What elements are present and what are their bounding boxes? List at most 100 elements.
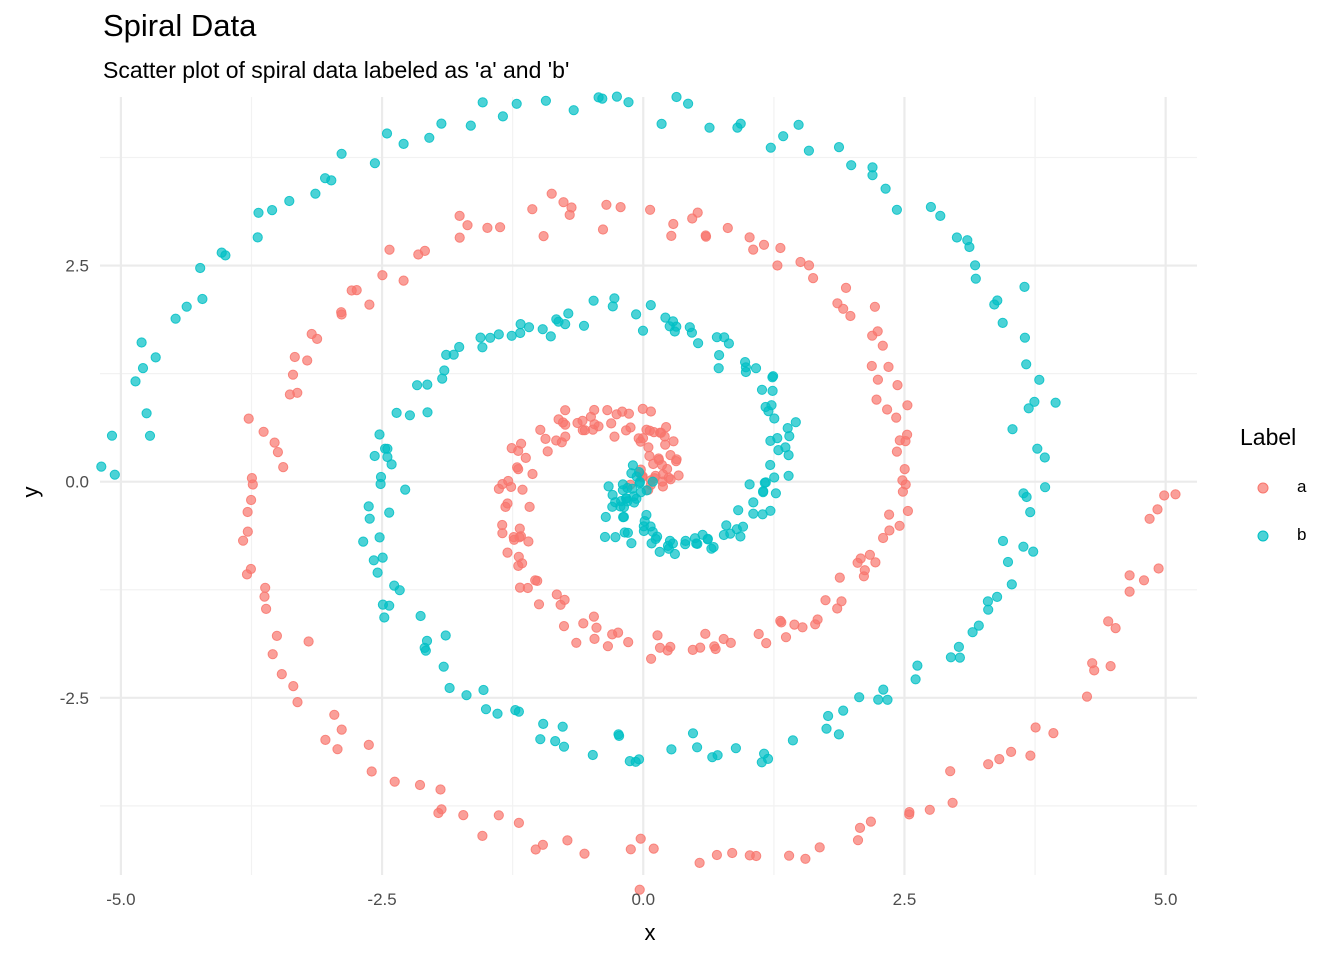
data-point-b [693, 338, 704, 349]
data-point-b [631, 309, 642, 320]
data-point-a [546, 188, 557, 199]
data-point-b [623, 97, 634, 108]
data-point-a [665, 450, 676, 461]
data-point-b [600, 511, 611, 523]
data-point-b [645, 300, 656, 311]
data-point-a [810, 619, 821, 630]
data-point-b [136, 337, 147, 348]
data-point-b [912, 660, 923, 671]
y-axis-title: y [18, 487, 43, 498]
data-point-a [597, 224, 609, 235]
data-point-b [833, 729, 845, 740]
data-point-a [267, 649, 278, 660]
data-point-b [477, 97, 488, 108]
data-point-b [106, 430, 118, 441]
data-point-b [358, 536, 369, 547]
data-point-a [994, 754, 1005, 765]
data-point-b [790, 417, 801, 428]
data-point-b [770, 488, 782, 499]
data-point-a [572, 417, 583, 429]
data-point-b [1032, 443, 1043, 454]
data-point-b [375, 478, 386, 490]
data-point-b [515, 327, 526, 339]
data-point-a [836, 596, 847, 607]
data-point-a [433, 807, 444, 819]
data-point-a [346, 285, 357, 296]
data-point-a [897, 475, 908, 486]
data-point-a [514, 582, 526, 593]
data-point-b [730, 743, 742, 754]
data-point-a [462, 220, 473, 231]
grid-minor [100, 97, 1197, 875]
data-point-b [382, 451, 393, 463]
data-point-a [646, 653, 657, 664]
legend-key-b [1257, 530, 1269, 542]
data-point-a [288, 681, 299, 692]
data-point-b [680, 535, 691, 547]
data-point-b [951, 232, 963, 243]
data-point-a [458, 810, 469, 821]
data-point-b [712, 750, 723, 761]
data-point-b [635, 487, 647, 498]
chart-subtitle: Scatter plot of spiral data labeled as '… [103, 57, 570, 83]
data-point-a [242, 526, 253, 537]
data-point-a [247, 479, 258, 490]
data-point-a [832, 298, 843, 309]
data-point-a [748, 244, 759, 255]
data-point-b [611, 91, 623, 102]
data-point-a [653, 453, 664, 464]
data-point-a [1159, 490, 1170, 501]
data-point-b [461, 690, 472, 701]
data-point-b [96, 461, 107, 472]
data-point-b [381, 128, 393, 139]
data-point-b [765, 142, 776, 153]
data-point-a [287, 369, 299, 380]
data-point-b [130, 376, 141, 387]
data-point-b [652, 531, 663, 542]
data-point-a [306, 328, 317, 340]
data-point-a [891, 412, 902, 423]
data-point-a [577, 425, 588, 436]
data-point-b [412, 380, 423, 391]
data-point-a [609, 431, 620, 442]
data-point-b [109, 469, 120, 480]
data-point-a [784, 850, 795, 861]
data-point-b [706, 543, 717, 554]
data-point-a [495, 222, 506, 233]
data-point-a [560, 405, 571, 416]
data-point-b [970, 260, 981, 271]
data-point-b [364, 513, 375, 524]
data-point-a [744, 232, 755, 243]
data-point-b [394, 585, 405, 596]
data-point-b [714, 350, 725, 361]
data-point-b [444, 682, 455, 694]
data-point-b [216, 247, 227, 258]
data-point-a [551, 435, 562, 446]
data-point-a [668, 218, 679, 230]
data-point-b [711, 332, 723, 343]
data-point-a [625, 844, 636, 855]
data-point-a [363, 739, 374, 751]
data-point-a [611, 409, 622, 420]
x-axis-title: x [645, 920, 656, 945]
data-point-a [241, 569, 253, 580]
data-point-b [1050, 397, 1061, 408]
data-point-b [485, 332, 496, 343]
data-point-a [865, 816, 877, 827]
data-point-a [246, 494, 257, 506]
data-point-a [800, 853, 811, 864]
data-point-a [1144, 513, 1155, 524]
chart-title: Spiral Data [103, 8, 257, 43]
data-point-a [537, 839, 549, 850]
data-point-a [527, 204, 538, 215]
data-point-b [267, 205, 278, 216]
data-point-a [924, 804, 935, 815]
data-point-a [538, 231, 549, 242]
data-point-b [1039, 452, 1050, 463]
data-point-a [902, 400, 913, 411]
data-point-a [666, 230, 677, 241]
data-point-b [424, 132, 435, 143]
data-point-b [787, 735, 799, 746]
data-point-b [144, 430, 156, 441]
data-point-b [721, 520, 732, 531]
